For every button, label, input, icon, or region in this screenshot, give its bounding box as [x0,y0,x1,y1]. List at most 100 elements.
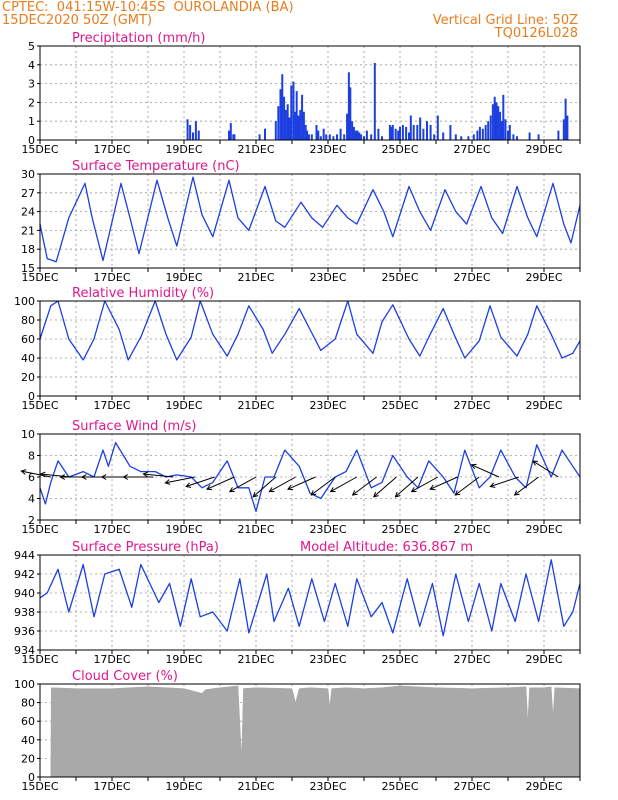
precip-bar [286,104,289,140]
panel-3 [37,300,581,400]
precip-bar [409,115,412,140]
wind-vector [411,476,439,493]
wind-vector-head [513,490,520,496]
precip-bar [297,115,300,140]
y-tick-label: 0 [28,390,35,403]
precip-bar [325,134,328,140]
x-tick-label: 23DEC [309,653,346,666]
header-line1-right: Vertical Grid Line: 50Z [432,13,578,28]
y-tick-label: 24 [21,206,35,219]
y-tick-label: 15 [21,262,35,275]
precip-bar [336,134,338,140]
wind-vector [252,476,277,498]
panel-title: Surface Wind (m/s) [72,419,196,434]
precip-bar [426,121,428,140]
x-tick-label: 29DEC [525,523,562,536]
precip-bar [433,134,436,140]
precip-bar [339,128,342,140]
precip-bar [306,130,309,140]
y-tick-label: 20 [21,371,35,384]
precip-bar [500,121,503,140]
wind-vector-head [39,471,46,478]
y-tick-label: 40 [21,352,35,365]
x-tick-label: 19DEC [165,399,202,412]
precip-bar [429,124,432,140]
y-tick-label: 80 [21,697,35,710]
precip-bar [277,106,280,140]
x-tick-label: 25DEC [381,399,418,412]
y-tick-label: 2 [28,96,35,109]
precip-bar [358,132,361,140]
wind-vector-head [532,460,538,466]
y-tick-label: 27 [21,187,35,200]
x-tick-label: 21DEC [237,399,274,412]
precip-bar [328,134,331,140]
precip-bar [294,111,297,140]
x-tick-label: 29DEC [525,653,562,666]
precip-bar [390,126,393,140]
y-tick-label: 10 [21,428,35,441]
x-tick-label: 29DEC [525,780,562,793]
wind-vector-head [410,487,417,493]
precip-bar [412,124,415,140]
precip-bar [528,132,531,140]
precip-bar [232,134,235,140]
precip-bar [408,132,410,140]
y-tick-label: 8 [28,450,35,463]
precip-bar [349,87,352,140]
precip-bar [516,136,518,140]
panel-frame [39,173,581,269]
precip-bar [365,130,368,140]
precip-bar [310,134,313,140]
precip-bar [301,94,304,140]
x-tick-label: 19DEC [165,271,202,284]
wind-vector [165,476,195,484]
wind-vector-head [489,482,496,488]
precip-bar [347,72,350,140]
y-tick-label: 80 [21,314,35,327]
precip-bar [478,126,481,140]
y-tick-label: 934 [14,644,35,657]
x-tick-label: 25DEC [381,780,418,793]
precip-bar [292,81,295,140]
precip-bar [467,136,470,140]
wind-vector-head [206,484,213,491]
precip-bar [302,111,305,140]
wind-vector-head [100,474,107,480]
x-tick-label: 21DEC [237,653,274,666]
wind-vector-head [59,474,66,480]
precip-bar [317,130,320,140]
precip-bar [351,121,354,140]
precip-bar [258,134,261,140]
panel-title: Surface Pressure (hPa) [72,540,219,555]
wind-vector-head [185,482,192,488]
x-tick-label: 27DEC [453,143,490,156]
wind-vector [352,476,377,496]
precip-bar [192,132,194,140]
x-tick-label: 25DEC [381,653,418,666]
precip-bar [537,134,540,140]
precip-bar [405,126,408,140]
wind-vector-head [310,490,317,496]
y-tick-label: 40 [21,734,35,747]
precip-bar [508,124,511,140]
precip-bar [397,130,400,140]
temperature-line [39,176,581,263]
header-line1-left: CPTEC: 041:15W-10:45S OUROLANDIA (BA) [2,0,294,15]
panel-title: Precipitation (mm/h) [72,31,205,46]
wind-vector-head [470,463,477,470]
x-tick-label: 23DEC [309,399,346,412]
y-tick-label: 936 [14,625,35,638]
panel-4 [37,433,581,524]
panel-title: Relative Humidity (%) [72,286,214,301]
x-tick-label: 23DEC [309,780,346,793]
wind-vector [143,473,174,478]
precip-bar [512,134,515,140]
wind-vector [287,476,316,490]
x-tick-label: 27DEC [453,780,490,793]
x-tick-label: 25DEC [381,143,418,156]
precip-bar [360,134,363,140]
y-tick-label: 6 [28,471,35,484]
wind-vector-head [122,474,129,480]
wind-vector [395,476,419,498]
